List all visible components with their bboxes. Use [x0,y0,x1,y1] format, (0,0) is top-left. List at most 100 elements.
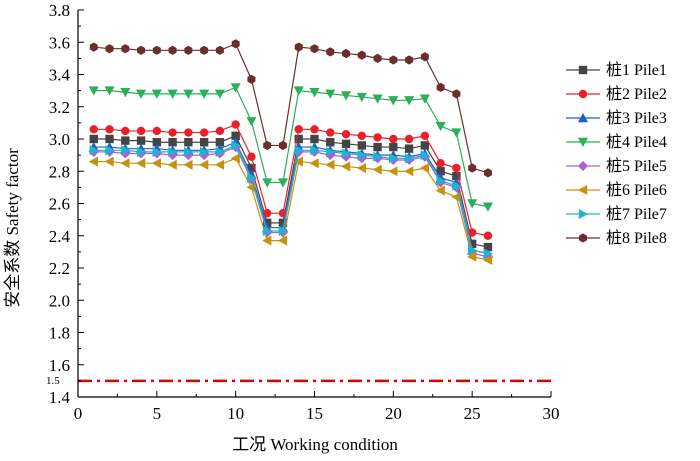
data-point [435,185,445,196]
plot-area: 1.5 [46,39,551,387]
data-point [341,139,351,149]
data-point [341,148,352,159]
data-point [389,55,398,65]
reference-line-label: 1.5 [46,375,60,387]
data-point [373,142,382,152]
series-6 [88,153,493,265]
data-point [404,96,415,106]
series-3 [88,137,493,258]
legend-label: 桩2 Pile2 [606,85,667,103]
legend-item-2: 桩2 Pile2 [566,85,667,103]
data-point [200,45,209,55]
data-point [184,146,194,157]
legend-swatch-marker [577,184,588,196]
data-point [247,172,257,183]
data-point [309,88,320,98]
x-tick-label: 20 [385,404,402,423]
data-point [262,178,273,188]
data-point [373,53,382,63]
legend-label: 桩5 Pile5 [606,157,667,175]
legend-label: 桩8 Pile8 [606,229,667,247]
data-point [199,138,209,147]
data-point [340,161,351,172]
data-point [184,45,193,55]
data-point [420,150,430,161]
data-point [436,167,445,176]
data-point [293,86,304,96]
data-point [121,44,130,54]
legend-label: 桩6 Pile6 [606,181,667,199]
data-point [340,91,352,101]
data-point [310,145,320,156]
data-point [230,83,241,93]
data-point [263,208,272,218]
data-point [184,138,193,147]
data-point [137,45,146,55]
data-point [468,163,477,173]
data-point [388,96,399,106]
legend-swatch-marker [578,89,588,99]
x-tick-label: 25 [464,404,481,423]
legend-item-7: 桩7 Pile7 [566,205,667,223]
data-point [435,121,446,132]
x-tick-label: 30 [543,404,560,423]
series-line [93,141,489,255]
series-2 [89,120,493,240]
data-point [482,202,493,212]
data-point [373,133,382,142]
data-point [167,159,177,170]
data-point [420,131,430,140]
data-point [420,141,430,150]
data-point [277,178,289,188]
data-point [136,146,147,157]
axes: 1.4 1.6 1.8 2.0 2.2 2.4 2.6 2.8 3.0 3.2 3.4 3.6 3.8 0… [49,1,560,423]
data-point [231,39,240,49]
data-point [483,168,492,178]
y-tick-label: 3.0 [49,130,70,149]
y-tick-label: 1.4 [49,388,71,407]
y-tick-label: 2.8 [49,162,70,181]
data-point [357,131,366,140]
data-point [152,146,162,157]
data-point [231,120,240,129]
legend-item-3: 桩3 Pile3 [566,109,667,127]
data-point [230,153,240,164]
legend-item-6: 桩6 Pile6 [566,181,667,199]
data-point [214,89,225,99]
data-point [152,126,162,136]
data-point [310,125,319,134]
legend-item-8: 桩8 Pile8 [566,229,667,247]
legend-swatch-marker [578,65,588,75]
data-point [89,125,98,134]
data-point [419,94,430,104]
data-point [310,134,319,144]
data-point [404,134,414,144]
data-point [89,145,99,156]
data-point [483,248,493,259]
data-point [89,134,98,144]
data-point [262,235,272,246]
data-point [294,145,304,156]
data-point [168,146,178,157]
y-tick-label: 2.6 [49,195,70,214]
data-point [263,225,273,236]
legend-label: 桩4 Pile4 [606,133,667,151]
data-point [231,140,241,151]
data-point [183,159,193,170]
data-point [452,163,461,173]
legend-swatch-marker [577,112,589,123]
data-point [263,140,272,151]
data-point [293,156,303,167]
legend-item-1: 桩1 Pile1 [566,61,667,79]
data-point [452,171,461,181]
data-point [404,144,414,153]
y-tick-label: 1.6 [49,356,70,375]
data-point [467,199,478,209]
data-point [483,231,493,240]
data-point [278,225,289,236]
data-point [452,89,461,99]
data-point [105,134,114,144]
x-tick-label: 10 [227,404,244,423]
